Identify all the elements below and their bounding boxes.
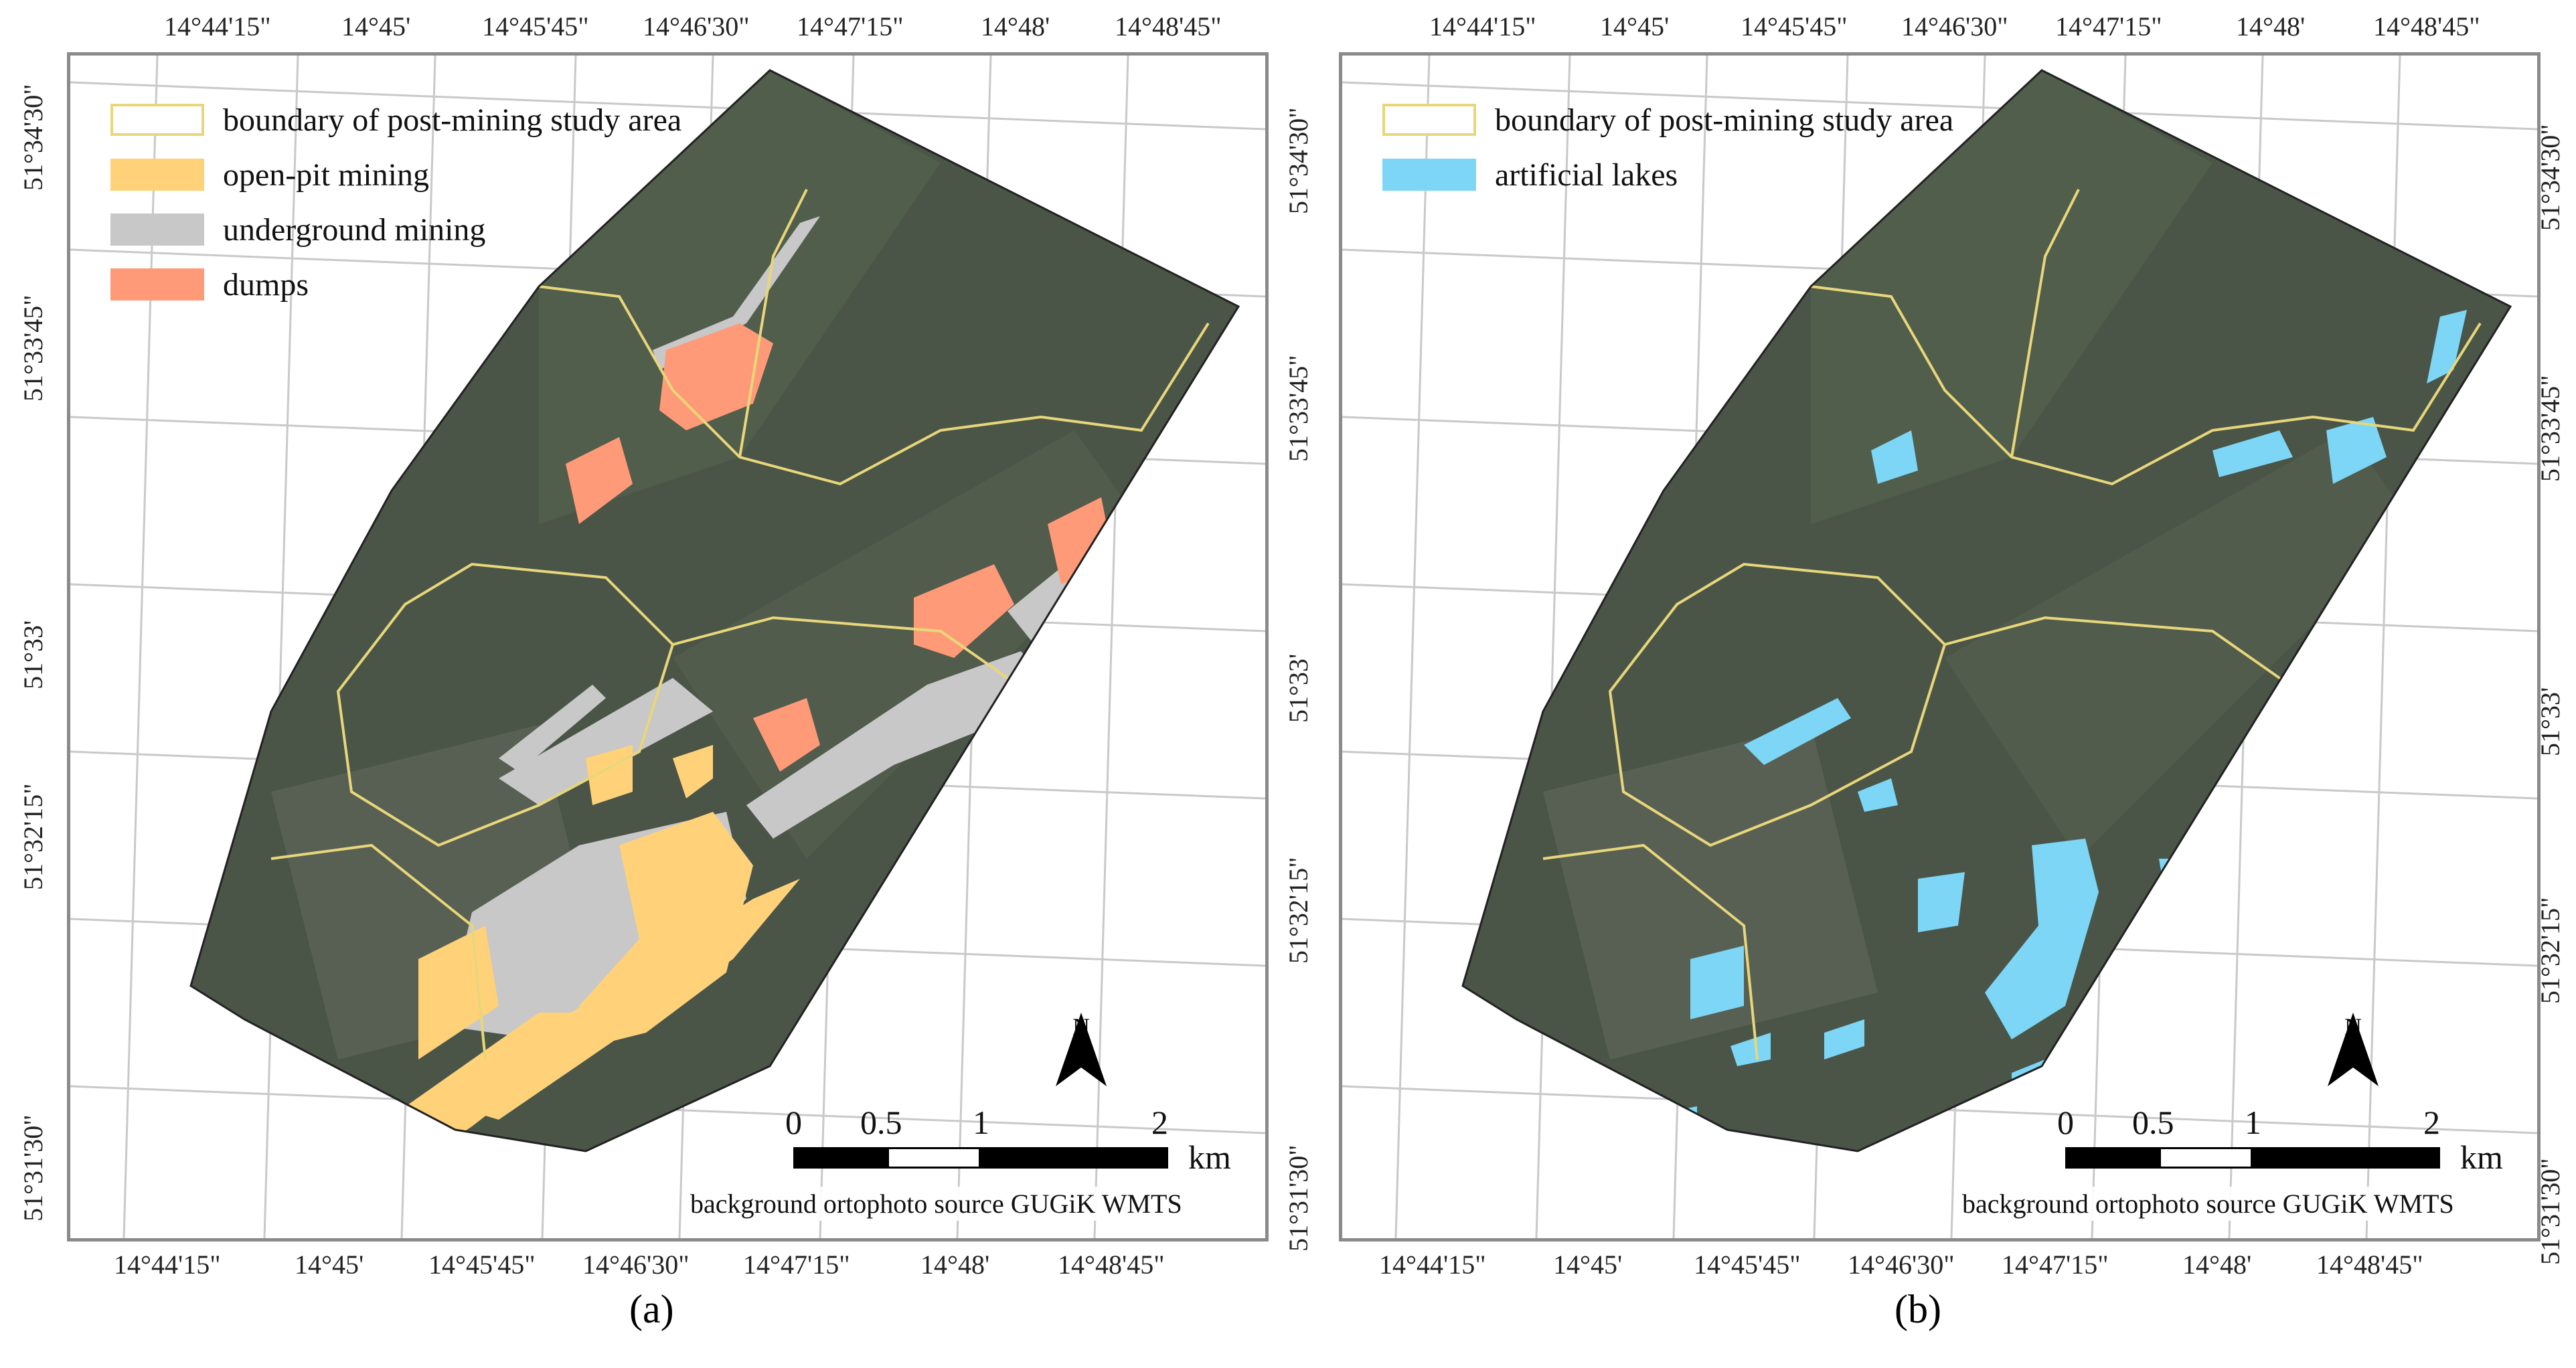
legend-label-underground: underground mining xyxy=(223,211,486,248)
scale-tick-1: 1 xyxy=(973,1104,989,1141)
lon-label: 14°45' xyxy=(1600,11,1670,41)
legend-label-boundary: boundary of post-mining study area xyxy=(223,102,682,138)
lon-label: 14°48' xyxy=(2182,1250,2252,1280)
lon-label: 14°45'45" xyxy=(1741,11,1848,41)
lon-label: 14°46'30" xyxy=(582,1250,690,1280)
legend-row-underground: underground mining xyxy=(110,202,681,257)
lat-label: 51°32'15" xyxy=(2535,897,2565,1004)
legend-swatch-underground xyxy=(110,213,204,246)
lon-label: 14°44'15" xyxy=(164,11,271,41)
legend-label-lakes: artificial lakes xyxy=(1495,157,1678,193)
source-note-b: background ortophoto source GUGiK WMTS xyxy=(1958,1187,2458,1221)
lon-label: 14°44'15" xyxy=(1379,1250,1486,1280)
lon-label: 14°45'45" xyxy=(482,11,589,41)
map-canvas-a xyxy=(70,56,1265,1238)
legend-b: boundary of post-mining study area artif… xyxy=(1382,92,1953,202)
scale-tick-05-b: 0.5 xyxy=(2132,1104,2174,1141)
lat-label: 51°31'30" xyxy=(2535,1158,2565,1265)
legend-swatch-boundary-b xyxy=(1382,104,1476,136)
legend-swatch-lakes xyxy=(1382,159,1476,191)
legend-row-boundary-b: boundary of post-mining study area xyxy=(1382,92,1953,147)
lat-label: 51°32'15" xyxy=(18,783,48,890)
legend-swatch-boundary xyxy=(110,104,204,136)
lat-label: 51°33' xyxy=(1283,653,1313,723)
lon-label: 14°46'30" xyxy=(643,11,750,41)
scale-tick-2-b: 2 xyxy=(2423,1104,2440,1141)
legend-label-boundary-b: boundary of post-mining study area xyxy=(1495,102,1954,138)
north-arrow-a: N xyxy=(1054,1013,1108,1086)
lat-label: 51°31'30" xyxy=(1283,1144,1313,1252)
north-arrow-b: N xyxy=(2326,1013,2380,1086)
legend-label-open-pit: open-pit mining xyxy=(223,157,429,193)
lon-label: 14°48'45" xyxy=(1115,11,1222,41)
lon-label: 14°47'15" xyxy=(797,11,904,41)
scale-tick-1-b: 1 xyxy=(2245,1104,2261,1141)
source-note-a: background ortophoto source GUGiK WMTS xyxy=(686,1187,1186,1221)
lon-label: 14°47'15" xyxy=(743,1250,850,1280)
lon-label: 14°45'45" xyxy=(1694,1250,1801,1280)
map-canvas-b xyxy=(1342,56,2537,1238)
lat-label: 51°33'45" xyxy=(18,294,48,402)
lon-label: 14°45' xyxy=(341,11,411,41)
study-area-outline-b xyxy=(1461,69,2512,1152)
lat-label: 51°34'30" xyxy=(18,84,48,191)
lat-label: 51°34'30" xyxy=(2535,124,2565,231)
lon-label: 14°45' xyxy=(1553,1250,1623,1280)
lon-label: 14°45'45" xyxy=(428,1250,536,1280)
lat-label: 51°31'30" xyxy=(18,1114,48,1221)
lon-label: 14°46'30" xyxy=(1848,1250,1955,1280)
legend-row-boundary: boundary of post-mining study area xyxy=(110,92,681,147)
lon-label: 14°48'45" xyxy=(2316,1250,2423,1280)
lon-label: 14°47'15" xyxy=(2055,11,2162,41)
study-area-outline-a xyxy=(189,69,1240,1152)
scale-tick-0: 0 xyxy=(785,1104,802,1141)
north-arrow-icon xyxy=(2328,1013,2379,1086)
caption-b: (b) xyxy=(1895,1287,1941,1331)
lon-label: 14°48'45" xyxy=(1058,1250,1165,1280)
lon-label: 14°44'15" xyxy=(1429,11,1536,41)
lat-label: 51°34'30" xyxy=(1283,107,1313,214)
scale-tick-2: 2 xyxy=(1151,1104,1168,1141)
legend-row-open-pit: open-pit mining xyxy=(110,147,681,202)
scale-bar-a: 0 0.5 1 2 km xyxy=(785,1103,1231,1177)
dump-areas xyxy=(566,323,1115,772)
scale-unit: km xyxy=(1188,1138,1231,1176)
lat-label: 51°32'15" xyxy=(1283,857,1313,964)
lat-label: 51°33'45" xyxy=(2535,375,2565,482)
lon-label: 14°48' xyxy=(920,1250,990,1280)
lat-label: 51°33'45" xyxy=(1283,355,1313,462)
legend-label-dumps: dumps xyxy=(223,266,309,303)
lat-label: 51°33' xyxy=(2535,687,2565,756)
lon-label: 14°44'15" xyxy=(114,1250,221,1280)
lon-label: 14°48' xyxy=(2236,11,2306,41)
scale-tick-05: 0.5 xyxy=(860,1104,902,1141)
legend-swatch-open-pit xyxy=(110,159,204,191)
lon-label: 14°48' xyxy=(981,11,1050,41)
map-panel-b: boundary of post-mining study area artif… xyxy=(1339,52,2541,1242)
caption-a: (a) xyxy=(629,1287,674,1331)
lon-label: 14°46'30" xyxy=(1901,11,2008,41)
scale-bar-b: 0 0.5 1 2 km xyxy=(2057,1103,2503,1177)
lat-label: 51°33' xyxy=(18,620,48,689)
study-area-boundaries-b xyxy=(1542,189,2482,1060)
lon-label: 14°47'15" xyxy=(2002,1250,2109,1280)
north-arrow-icon xyxy=(1056,1013,1107,1086)
legend-row-lakes: artificial lakes xyxy=(1382,147,1953,202)
scale-tick-0-b: 0 xyxy=(2057,1104,2074,1141)
map-panel-a: boundary of post-mining study area open-… xyxy=(67,52,1269,1242)
lon-label: 14°48'45" xyxy=(2373,11,2480,41)
legend-swatch-dumps xyxy=(110,268,204,301)
lon-label: 14°45' xyxy=(295,1250,364,1280)
legend-row-dumps: dumps xyxy=(110,257,681,312)
legend-a: boundary of post-mining study area open-… xyxy=(110,92,681,312)
scale-unit-b: km xyxy=(2460,1138,2503,1176)
